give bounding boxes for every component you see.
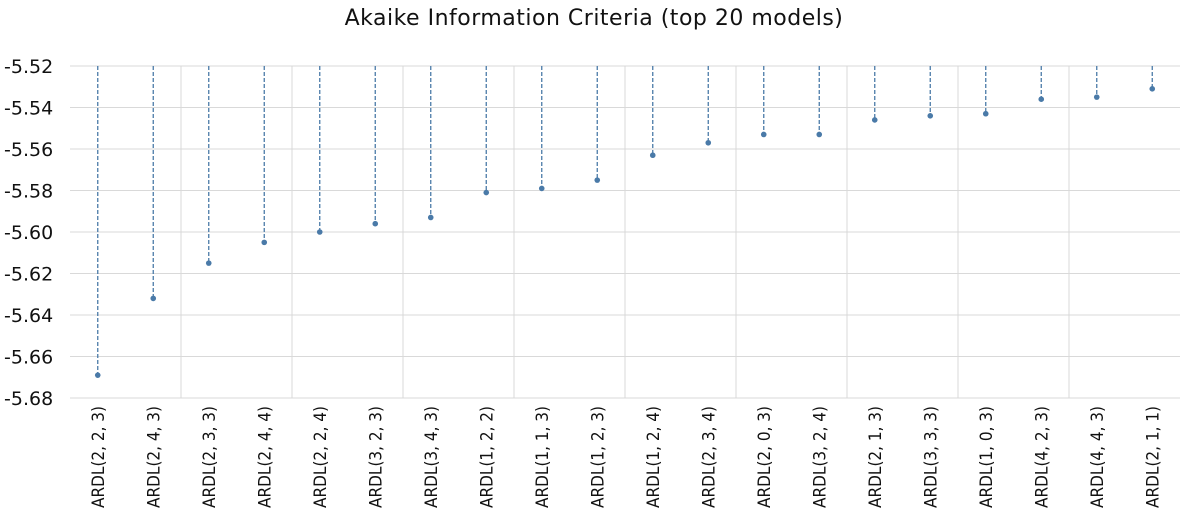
data-marks xyxy=(94,66,1156,378)
data-point xyxy=(1093,94,1100,100)
x-axis-ticks: ARDL(2, 2, 3) ARDL(2, 4, 3) ARDL(2, 3, 3) A… xyxy=(89,406,1164,508)
x-tick-label: ARDL(3, 2, 4) xyxy=(810,406,830,508)
x-tick-label: ARDL(2, 1, 1) xyxy=(1143,406,1163,508)
y-tick-label: -5.52 xyxy=(4,56,53,78)
x-tick-label: ARDL(2, 1, 3) xyxy=(866,406,886,508)
y-tick-label: -5.62 xyxy=(4,264,53,286)
x-tick-label: ARDL(1, 2, 4) xyxy=(644,406,664,508)
x-tick-label: ARDL(2, 2, 3) xyxy=(89,406,109,508)
data-point xyxy=(594,177,601,183)
x-tick-label: ARDL(4, 2, 3) xyxy=(1032,406,1052,508)
data-point xyxy=(483,189,490,196)
data-point xyxy=(816,131,823,138)
x-tick-label: ARDL(2, 3, 3) xyxy=(200,406,220,508)
data-point xyxy=(150,295,157,302)
x-tick-label: ARDL(3, 2, 3) xyxy=(366,406,386,508)
data-point xyxy=(871,117,878,123)
data-point xyxy=(927,113,934,119)
data-point xyxy=(261,239,268,246)
data-point xyxy=(1149,86,1156,92)
data-point xyxy=(760,131,767,138)
data-point xyxy=(427,214,434,221)
x-tick-label: ARDL(1, 2, 2) xyxy=(477,406,497,508)
data-point xyxy=(1038,96,1045,102)
x-tick-label: ARDL(1, 0, 3) xyxy=(977,406,997,508)
y-tick-label: -5.64 xyxy=(4,305,53,327)
y-tick-label: -5.68 xyxy=(4,388,53,410)
x-tick-label: ARDL(2, 2, 4) xyxy=(311,406,331,508)
data-point xyxy=(538,185,545,192)
data-point xyxy=(94,372,101,378)
x-tick-label: ARDL(4, 4, 3) xyxy=(1088,406,1108,508)
data-point xyxy=(205,260,212,266)
y-axis-ticks: -5.52 -5.54 -5.56 -5.58 -5.60 -5.62 -5.64 -5.66… xyxy=(4,56,53,410)
x-tick-label: ARDL(2, 3, 4) xyxy=(699,406,719,508)
y-tick-label: -5.54 xyxy=(4,98,53,120)
x-tick-label: ARDL(3, 4, 3) xyxy=(422,406,442,508)
data-point xyxy=(982,110,989,117)
x-tick-label: ARDL(2, 4, 3) xyxy=(144,406,164,508)
data-point xyxy=(649,152,656,159)
chart-title: Akaike Information Criteria (top 20 mode… xyxy=(344,6,844,31)
y-tick-label: -5.56 xyxy=(4,139,53,161)
y-tick-label: -5.66 xyxy=(4,347,53,369)
x-tick-label: ARDL(2, 4, 4) xyxy=(255,406,275,508)
data-point xyxy=(705,139,712,146)
x-tick-label: ARDL(1, 1, 3) xyxy=(533,406,553,508)
data-point xyxy=(372,220,379,227)
x-tick-label: ARDL(2, 0, 3) xyxy=(755,406,775,508)
y-tick-label: -5.60 xyxy=(4,222,53,244)
y-tick-label: -5.58 xyxy=(4,181,53,203)
data-point xyxy=(316,229,323,235)
gridlines xyxy=(70,65,1180,399)
x-tick-label: ARDL(1, 2, 3) xyxy=(588,406,608,508)
x-tick-label: ARDL(3, 3, 3) xyxy=(921,406,941,508)
